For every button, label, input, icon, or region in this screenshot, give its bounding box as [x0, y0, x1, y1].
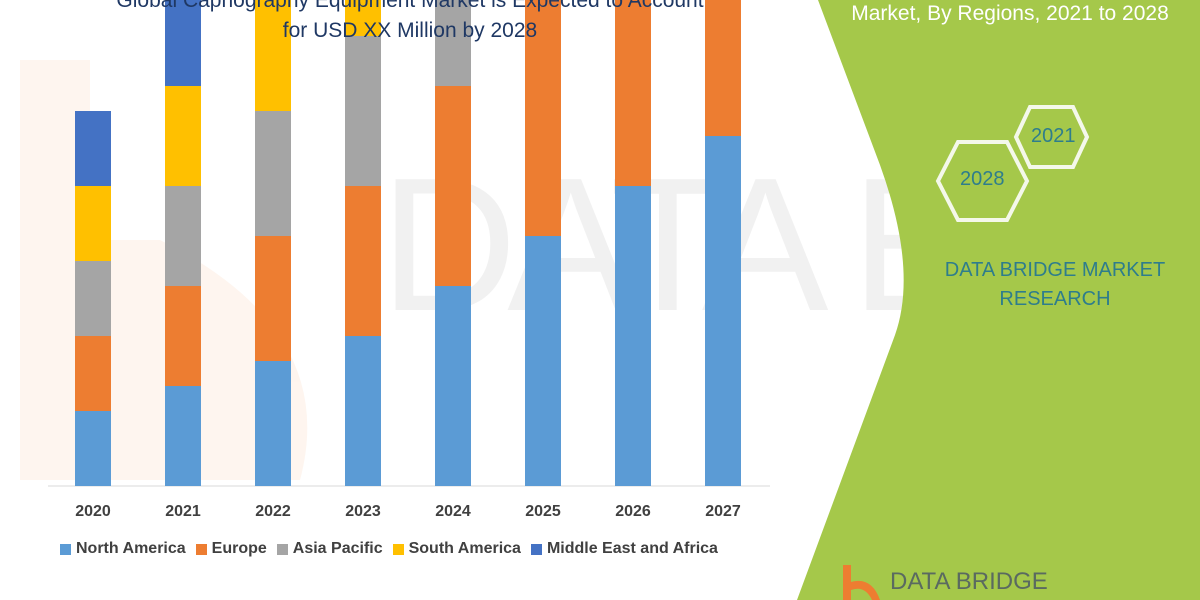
- hex-label-2021: 2021: [1031, 125, 1076, 147]
- bar-segment-2024-0: [435, 286, 471, 486]
- legend-label: Asia Pacific: [292, 540, 383, 557]
- legend-item: North America: [60, 540, 186, 558]
- x-tick-label: 2027: [705, 503, 741, 520]
- legend-item: Middle East and Africa: [530, 540, 718, 558]
- legend-swatch: [276, 543, 288, 555]
- panel-subtitle: Market, By Regions, 2021 to 2028: [851, 2, 1169, 25]
- bar-segment-2020-1: [75, 336, 111, 411]
- bar-segment-2020-3: [75, 186, 111, 261]
- legend-swatch: [392, 543, 404, 555]
- x-tick-label: 2021: [165, 503, 201, 520]
- x-tick-label: 2026: [615, 503, 651, 520]
- hexagon-2028: [935, 140, 1030, 222]
- bar-segment-2024-1: [435, 86, 471, 286]
- legend-label: Europe: [211, 540, 267, 557]
- bar-segment-2025-0: [525, 236, 561, 486]
- bar-segment-2021-4: [165, 0, 201, 86]
- brand-name: DATA BRIDGE MARKET RESEARCH: [920, 256, 1190, 314]
- bar-segment-2023-1: [345, 186, 381, 336]
- bar-segment-2022-2: [255, 111, 291, 236]
- bar-segment-2020-0: [75, 411, 111, 486]
- bar-segment-2027-0: [705, 136, 741, 486]
- legend-swatch: [530, 543, 542, 555]
- bar-segment-2021-1: [165, 286, 201, 386]
- bar-segment-2027-1: [705, 0, 741, 136]
- bar-segment-2024-2: [435, 0, 471, 86]
- x-tick-label: 2025: [525, 503, 561, 520]
- hexagon-2021: [1013, 105, 1090, 169]
- bar-segment-2023-2: [345, 36, 381, 186]
- bar-segment-2022-1: [255, 236, 291, 361]
- bar-segment-2020-2: [75, 261, 111, 336]
- bar-segment-2023-0: [345, 336, 381, 486]
- legend-item: Asia Pacific: [276, 540, 383, 558]
- bar-segment-2026-1: [615, 0, 651, 186]
- bars: [75, 0, 741, 486]
- bar-segment-2022-0: [255, 361, 291, 486]
- brand-line2: RESEARCH: [999, 288, 1111, 310]
- legend-item: Europe: [195, 540, 267, 558]
- chart-title-line2: for USD XX Million by 2028: [282, 19, 538, 42]
- bar-segment-2021-2: [165, 186, 201, 286]
- bar-segment-2022-3: [255, 0, 291, 111]
- legend-label: North America: [76, 540, 186, 557]
- x-tick-label: 2024: [435, 503, 471, 520]
- hex-label-2028: 2028: [960, 168, 1005, 190]
- legend-item: South America: [392, 540, 521, 558]
- bar-segment-2021-0: [165, 386, 201, 486]
- bar-segment-2020-4: [75, 111, 111, 186]
- x-tick-label: 2020: [75, 503, 111, 520]
- bar-segment-2025-1: [525, 0, 561, 236]
- bar-segment-2026-0: [615, 186, 651, 486]
- green-panel: [797, 0, 1200, 600]
- legend-label: South America: [408, 540, 521, 557]
- logo-text: DATA BRIDGE: [890, 568, 1048, 595]
- chart-title-line1: Global Capnography Equipment Market is E…: [116, 0, 704, 12]
- logo-icon: [843, 565, 880, 600]
- brand-line1: DATA BRIDGE MARKET: [944, 259, 1166, 281]
- x-tick-label: 2023: [345, 503, 381, 520]
- legend-swatch: [60, 543, 71, 555]
- legend-label: Middle East and Africa: [546, 540, 718, 557]
- x-tick-label: 2022: [255, 503, 291, 520]
- bar-segment-2023-3: [345, 0, 381, 36]
- legend: North America Europe Asia Pacific South Ame…: [60, 540, 718, 558]
- legend-swatch: [195, 543, 207, 555]
- bar-segment-2021-3: [165, 86, 201, 186]
